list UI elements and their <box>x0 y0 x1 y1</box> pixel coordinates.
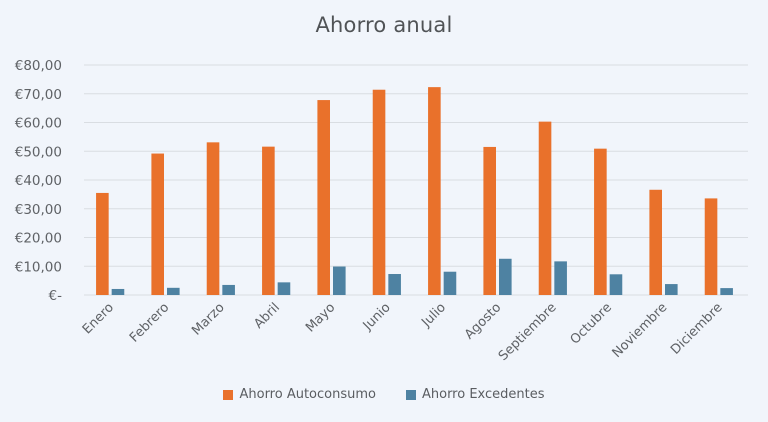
bar-autoconsumo <box>317 100 330 295</box>
x-axis-ticks: Enero Febrero Marzo Abril Mayo Junio Julio Agos… <box>80 300 726 364</box>
x-tick-label: Octubre <box>568 300 615 347</box>
bar-autoconsumo <box>96 192 109 295</box>
bar-excedentes <box>111 288 125 295</box>
bar-autoconsumo <box>483 146 496 295</box>
y-tick-label: €60,00 <box>15 116 62 132</box>
y-tick-label: €40,00 <box>15 173 62 189</box>
y-tick-label: €10,00 <box>15 259 62 275</box>
bar-excedentes <box>167 287 180 295</box>
bar-autoconsumo <box>151 153 164 295</box>
x-tick-label: Noviembre <box>610 300 671 361</box>
legend-label-excedentes: Ahorro Excedentes <box>421 387 545 402</box>
bar-excedentes <box>277 282 291 295</box>
legend-item-excedentes[interactable]: Ahorro Excedentes <box>405 387 545 402</box>
bar-excedentes <box>720 288 733 295</box>
bar-excedentes <box>609 274 623 295</box>
bar-excedentes <box>554 261 567 295</box>
x-tick-label: Junio <box>360 300 394 334</box>
legend-swatch-autoconsumo <box>223 389 234 400</box>
bar-excedentes <box>443 271 457 295</box>
x-tick-label: Septiembre <box>496 300 560 364</box>
gridlines <box>84 64 748 296</box>
legend-label-autoconsumo: Ahorro Autoconsumo <box>239 387 376 402</box>
x-tick-label: Febrero <box>127 300 172 345</box>
legend-swatch-excedentes <box>405 389 416 400</box>
x-tick-label: Julio <box>418 300 449 331</box>
bar-excedentes <box>499 258 512 295</box>
y-tick-label: €30,00 <box>15 202 62 218</box>
bar-excedentes <box>665 284 678 295</box>
y-tick-label: €80,00 <box>15 58 62 74</box>
y-tick-label: €70,00 <box>15 87 62 103</box>
bar-excedentes <box>333 266 346 295</box>
x-tick-label: Mayo <box>303 300 338 335</box>
bar-autoconsumo <box>428 87 441 295</box>
y-tick-label: €20,00 <box>15 231 62 247</box>
bar-autoconsumo <box>704 198 718 295</box>
bar-autoconsumo <box>262 146 275 295</box>
y-axis-ticks: €- €10,00 €20,00 €30,00 €40,00 €50,00 €60,00 €7… <box>15 58 62 304</box>
y-tick-label: €- <box>49 288 63 304</box>
bars <box>96 87 733 295</box>
y-tick-label: €50,00 <box>15 144 62 160</box>
chart-title: Ahorro anual <box>315 13 453 37</box>
bar-excedentes <box>222 284 235 295</box>
bar-excedentes <box>388 274 401 295</box>
bar-autoconsumo <box>649 189 662 295</box>
bar-autoconsumo <box>538 121 552 295</box>
bar-autoconsumo <box>206 142 220 295</box>
bar-autoconsumo <box>594 148 607 295</box>
bar-autoconsumo <box>372 89 386 295</box>
x-tick-label: Enero <box>80 300 117 337</box>
legend-item-autoconsumo[interactable]: Ahorro Autoconsumo <box>223 387 376 402</box>
x-tick-label: Diciembre <box>668 300 726 358</box>
x-tick-label: Abril <box>251 300 283 332</box>
legend: Ahorro Autoconsumo Ahorro Excedentes <box>0 387 768 402</box>
x-tick-label: Agosto <box>462 300 504 342</box>
x-tick-label: Marzo <box>189 300 227 338</box>
